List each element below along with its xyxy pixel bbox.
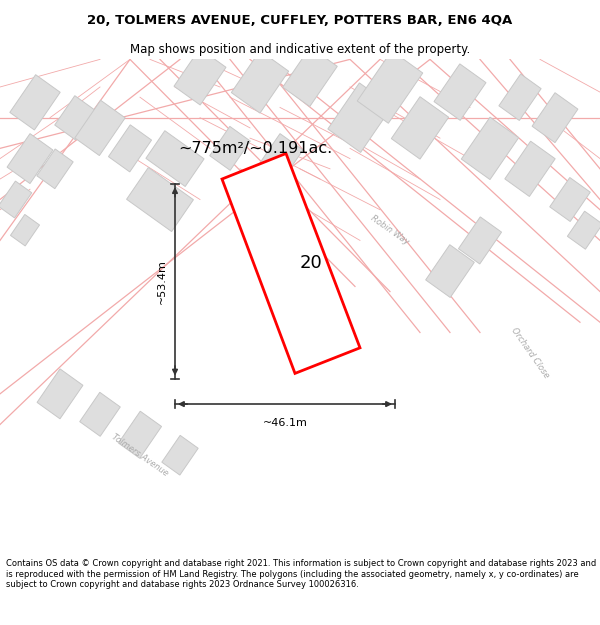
Polygon shape bbox=[210, 126, 250, 171]
Polygon shape bbox=[532, 92, 578, 142]
Polygon shape bbox=[357, 51, 423, 123]
Text: 20: 20 bbox=[299, 254, 322, 272]
Polygon shape bbox=[174, 49, 226, 105]
Polygon shape bbox=[55, 96, 95, 139]
Polygon shape bbox=[37, 369, 83, 419]
Polygon shape bbox=[118, 411, 161, 458]
Polygon shape bbox=[328, 83, 392, 152]
Text: ~46.1m: ~46.1m bbox=[263, 418, 307, 428]
Polygon shape bbox=[37, 149, 73, 189]
Polygon shape bbox=[10, 74, 60, 130]
Polygon shape bbox=[257, 134, 303, 184]
Polygon shape bbox=[146, 131, 204, 186]
Polygon shape bbox=[232, 51, 289, 113]
Text: Map shows position and indicative extent of the property.: Map shows position and indicative extent… bbox=[130, 42, 470, 56]
Polygon shape bbox=[550, 177, 590, 221]
Polygon shape bbox=[458, 217, 502, 264]
Polygon shape bbox=[283, 47, 337, 106]
Polygon shape bbox=[162, 436, 198, 475]
Polygon shape bbox=[80, 392, 120, 436]
Polygon shape bbox=[75, 100, 125, 156]
Text: Orchard Close: Orchard Close bbox=[509, 326, 551, 380]
Polygon shape bbox=[499, 74, 541, 121]
Polygon shape bbox=[568, 211, 600, 249]
Polygon shape bbox=[425, 245, 475, 298]
Polygon shape bbox=[222, 154, 360, 373]
Text: ~775m²/~0.191ac.: ~775m²/~0.191ac. bbox=[178, 141, 332, 156]
Polygon shape bbox=[109, 125, 152, 172]
Text: 20, TOLMERS AVENUE, CUFFLEY, POTTERS BAR, EN6 4QA: 20, TOLMERS AVENUE, CUFFLEY, POTTERS BAR… bbox=[88, 14, 512, 28]
Polygon shape bbox=[434, 64, 486, 121]
Text: Tolmers Avenue: Tolmers Avenue bbox=[280, 274, 340, 319]
Polygon shape bbox=[391, 97, 449, 159]
Text: Robin Way: Robin Way bbox=[369, 214, 411, 247]
Polygon shape bbox=[461, 117, 518, 179]
Polygon shape bbox=[127, 168, 193, 231]
Text: ~53.4m: ~53.4m bbox=[157, 259, 167, 304]
Polygon shape bbox=[0, 181, 32, 218]
Text: Contains OS data © Crown copyright and database right 2021. This information is : Contains OS data © Crown copyright and d… bbox=[6, 559, 596, 589]
Text: Tolmers Avenue: Tolmers Avenue bbox=[110, 432, 170, 478]
Polygon shape bbox=[505, 141, 555, 196]
Polygon shape bbox=[10, 214, 40, 246]
Polygon shape bbox=[7, 134, 53, 184]
